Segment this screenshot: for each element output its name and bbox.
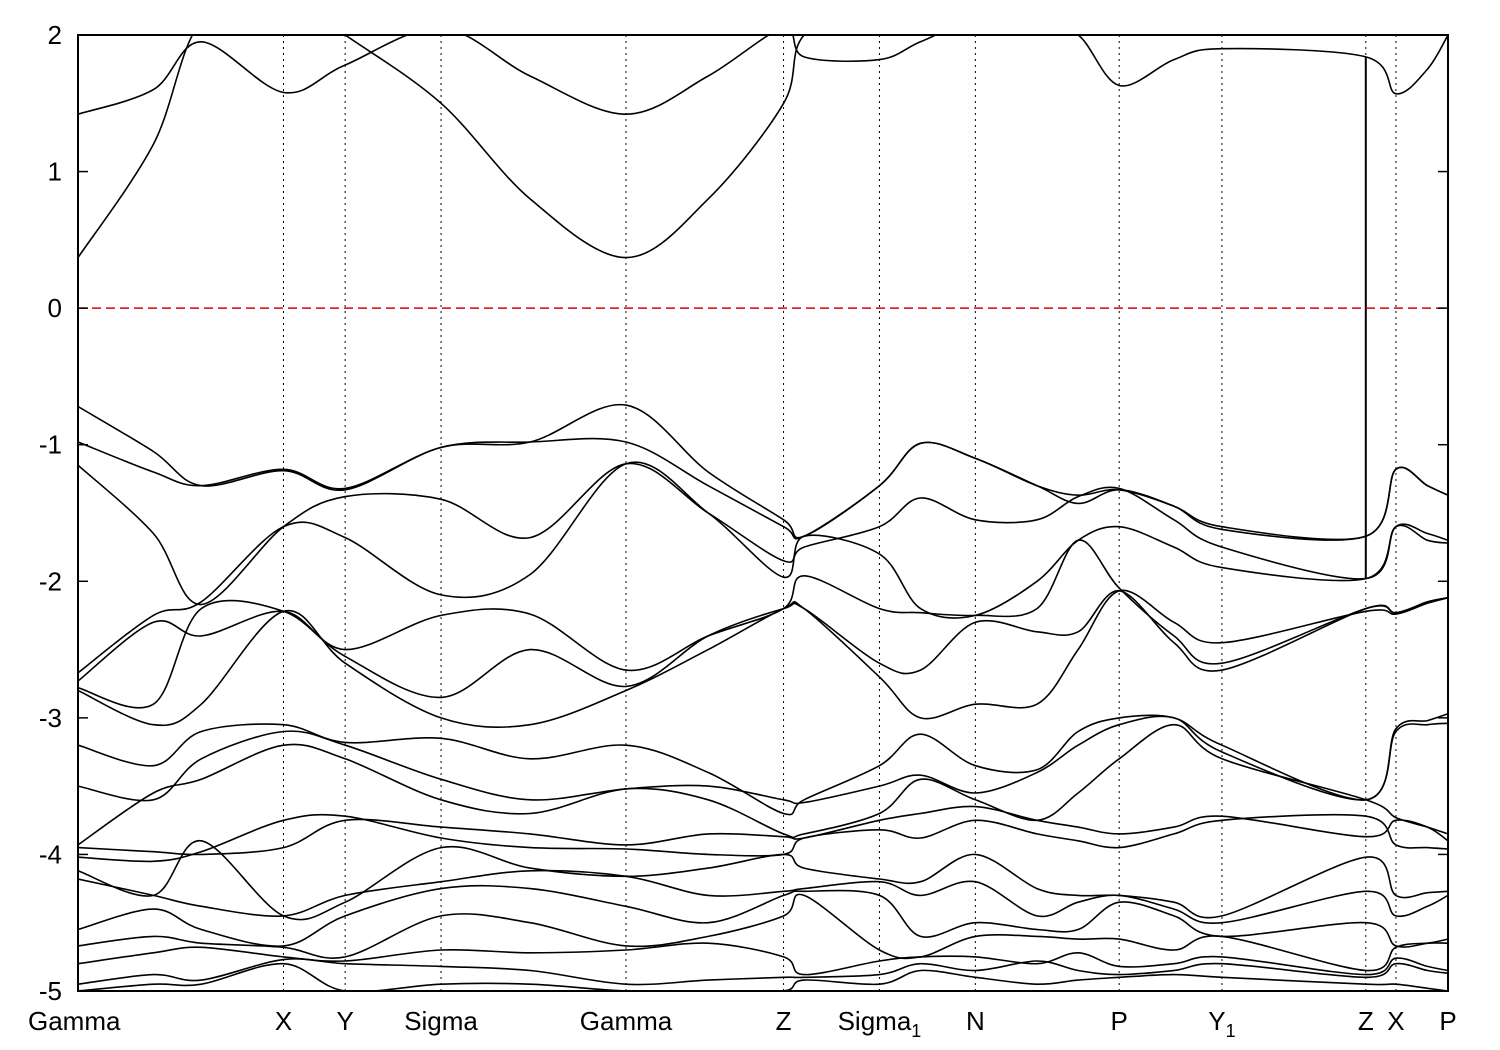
y-tick-label: 2: [48, 20, 62, 50]
x-tick-label: P: [1439, 1006, 1456, 1036]
band-line: [78, 869, 1448, 924]
y-tick-label: -5: [39, 976, 62, 1006]
y-tick-label: -1: [39, 430, 62, 460]
y-tick-label: -4: [39, 839, 62, 869]
x-tick-label: X: [1387, 1006, 1404, 1036]
band-line: [78, 589, 1448, 709]
x-tick-label: Y: [336, 1006, 353, 1036]
y-tick-label: -2: [39, 566, 62, 596]
band-line: [78, 437, 1448, 541]
band-line: [78, 35, 1448, 116]
band-line: [78, 715, 1448, 805]
band-line: [78, 884, 1448, 948]
band-line: [78, 813, 1448, 863]
band-line: [78, 462, 1448, 606]
band-line: [78, 962, 1448, 991]
x-tick-label: Y1: [1208, 1006, 1235, 1041]
y-tick-label: -3: [39, 703, 62, 733]
x-tick-label: P: [1111, 1006, 1128, 1036]
plot-frame: [77, 34, 1449, 992]
x-tick-label: N: [966, 1006, 985, 1036]
band-line: [78, 839, 1448, 921]
band-lines: [78, 35, 1448, 991]
band-line: [78, 805, 1448, 856]
band-line: [78, 713, 1448, 816]
x-tick-label-subscript: 1: [911, 1021, 921, 1041]
x-tick-label: Z: [776, 1006, 792, 1036]
y-axis-ticks: 2 1 0 -1 -2 -3 -4 -5: [39, 20, 1448, 1006]
x-axis-ticks: Gamma X Y Sigma Gamma Z Sigma1 N P Y1 Z X P: [28, 1006, 1457, 1041]
x-tick-label-subscript: 1: [1226, 1021, 1236, 1041]
x-tick-label: Gamma: [580, 1006, 673, 1036]
x-tick-label: X: [275, 1006, 292, 1036]
x-tick-label: Z: [1358, 1006, 1374, 1036]
x-tick-label: Sigma1: [838, 1006, 922, 1041]
x-tick-label: Sigma: [404, 1006, 478, 1036]
band-line: [78, 403, 1448, 541]
band-line: [78, 958, 1448, 986]
k-point-gridlines: [283, 35, 1397, 991]
y-tick-label: 1: [48, 157, 62, 187]
band-line: [78, 461, 1448, 674]
band-line: [78, 942, 1448, 976]
x-tick-label: Gamma: [28, 1006, 121, 1036]
band-line: [78, 893, 1448, 972]
y-tick-label: 0: [48, 293, 62, 323]
band-line: [78, 589, 1448, 728]
band-line: [78, 723, 1448, 846]
